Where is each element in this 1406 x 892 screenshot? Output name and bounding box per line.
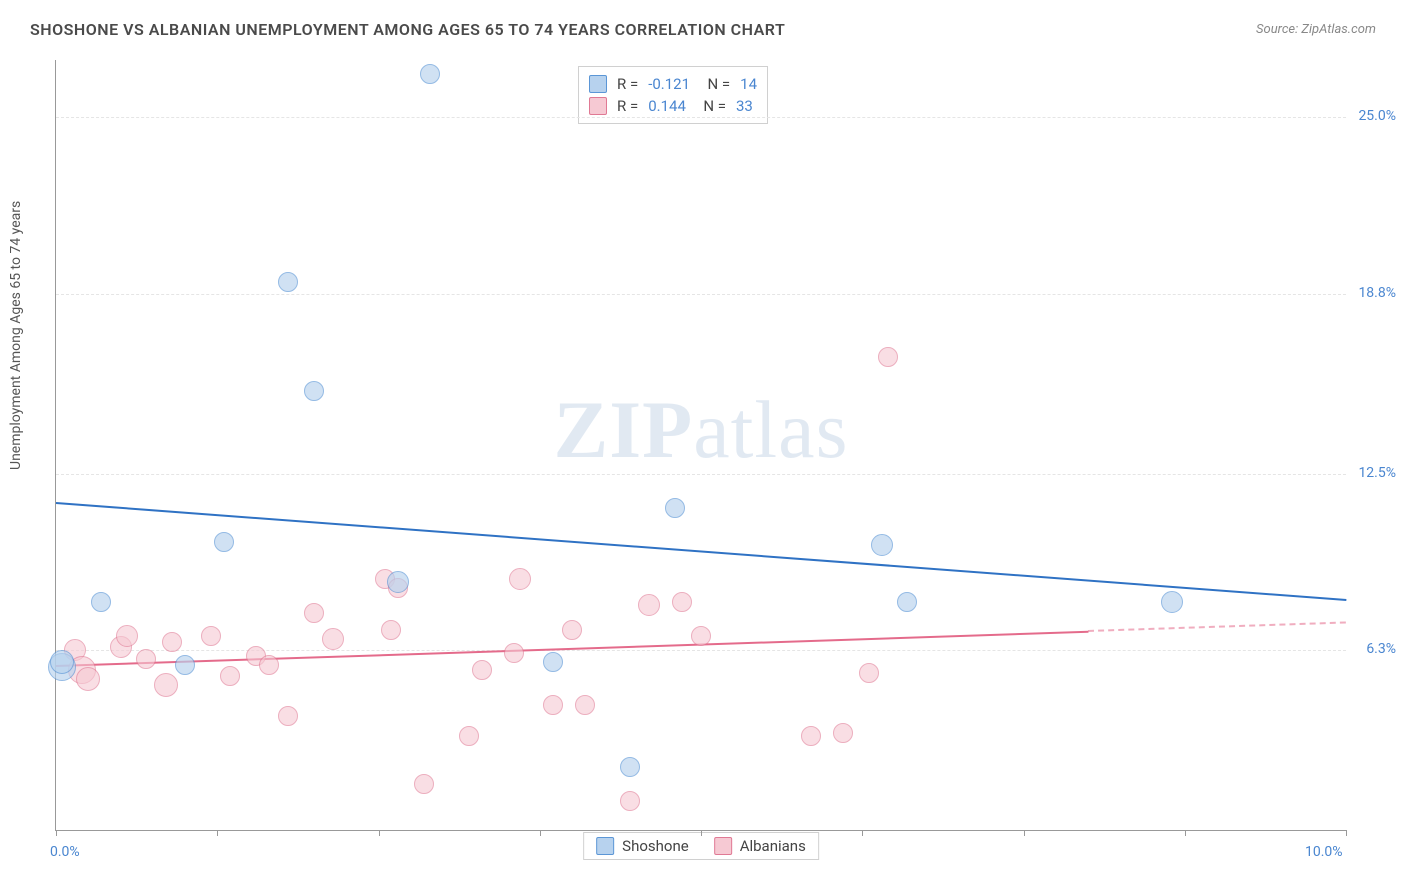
- shoshone-point: [665, 498, 685, 518]
- stat-n-value: 33: [736, 97, 753, 115]
- x-tick-label: 0.0%: [50, 844, 80, 860]
- legend-swatch: [589, 75, 607, 93]
- albanians-point: [509, 568, 531, 590]
- x-tick: [217, 830, 218, 836]
- x-tick: [701, 830, 702, 836]
- albanians-point: [801, 726, 821, 746]
- y-tick-label: 25.0%: [1336, 108, 1396, 124]
- stats-row: R = -0.121 N = 14: [589, 73, 757, 95]
- albanians-point: [304, 603, 324, 623]
- albanians-point: [76, 667, 100, 691]
- stat-n-value: 14: [740, 75, 757, 93]
- albanians-point: [504, 643, 524, 663]
- shoshone-trendline: [56, 502, 1346, 601]
- albanians-point: [833, 723, 853, 743]
- stats-legend-box: R = -0.121 N = 14R = 0.144 N = 33: [578, 66, 768, 124]
- albanians-point: [878, 347, 898, 367]
- shoshone-point: [214, 532, 234, 552]
- x-tick: [56, 830, 57, 836]
- albanians-point: [154, 673, 178, 697]
- x-tick: [1346, 830, 1347, 836]
- albanians-point: [859, 663, 879, 683]
- y-axis-label: Unemployment Among Ages 65 to 74 years: [8, 201, 24, 470]
- x-tick: [1185, 830, 1186, 836]
- shoshone-point: [304, 381, 324, 401]
- x-tick: [540, 830, 541, 836]
- albanians-point: [259, 655, 279, 675]
- legend-item: Albanians: [714, 837, 806, 855]
- albanians-point: [381, 620, 401, 640]
- shoshone-point: [620, 757, 640, 777]
- legend-swatch: [596, 837, 614, 855]
- albanians-point: [278, 706, 298, 726]
- albanians-point: [620, 791, 640, 811]
- y-tick-label: 6.3%: [1336, 641, 1396, 657]
- albanians-point: [691, 626, 711, 646]
- x-tick-label: 10.0%: [1305, 844, 1343, 860]
- chart-title: SHOSHONE VS ALBANIAN UNEMPLOYMENT AMONG …: [30, 20, 785, 39]
- gridline: [56, 474, 1346, 475]
- shoshone-point: [278, 272, 298, 292]
- legend-swatch: [714, 837, 732, 855]
- watermark: ZIPatlas: [554, 383, 849, 477]
- gridline: [56, 117, 1346, 118]
- stat-r-label: R =: [617, 97, 638, 115]
- legend-label: Shoshone: [622, 837, 689, 855]
- shoshone-point: [420, 64, 440, 84]
- albanians-point: [162, 632, 182, 652]
- albanians-point: [543, 695, 563, 715]
- albanians-point: [575, 695, 595, 715]
- albanians-point: [638, 594, 660, 616]
- albanians-point: [136, 649, 156, 669]
- shoshone-point: [1161, 591, 1183, 613]
- albanians-point: [116, 625, 138, 647]
- albanians-point: [414, 774, 434, 794]
- stats-row: R = 0.144 N = 33: [589, 95, 757, 117]
- stat-r-label: R =: [617, 75, 638, 93]
- stat-n-label: N =: [696, 97, 726, 115]
- albanians-point: [322, 628, 344, 650]
- albanians-point: [672, 592, 692, 612]
- shoshone-point: [543, 652, 563, 672]
- source-attribution: Source: ZipAtlas.com: [1256, 22, 1376, 37]
- shoshone-point: [387, 571, 409, 593]
- shoshone-point: [175, 655, 195, 675]
- plot-area: ZIPatlas R = -0.121 N = 14R = 0.144 N = …: [55, 60, 1346, 831]
- albanians-point: [220, 666, 240, 686]
- albanians-point: [459, 726, 479, 746]
- gridline: [56, 294, 1346, 295]
- stat-n-label: N =: [700, 75, 730, 93]
- stat-r-value: -0.121: [648, 75, 690, 93]
- shoshone-point: [897, 592, 917, 612]
- legend-item: Shoshone: [596, 837, 689, 855]
- albanians-point: [562, 620, 582, 640]
- albanians-point: [472, 660, 492, 680]
- shoshone-point: [50, 650, 74, 674]
- albanians-trendline: [1088, 622, 1346, 633]
- x-tick: [379, 830, 380, 836]
- x-tick: [862, 830, 863, 836]
- legend-swatch: [589, 97, 607, 115]
- legend-label: Albanians: [740, 837, 806, 855]
- x-tick: [1024, 830, 1025, 836]
- series-legend: Shoshone Albanians: [583, 832, 819, 860]
- stat-r-value: 0.144: [648, 97, 686, 115]
- albanians-point: [201, 626, 221, 646]
- y-tick-label: 12.5%: [1336, 465, 1396, 481]
- y-tick-label: 18.8%: [1336, 285, 1396, 301]
- shoshone-point: [871, 534, 893, 556]
- shoshone-point: [91, 592, 111, 612]
